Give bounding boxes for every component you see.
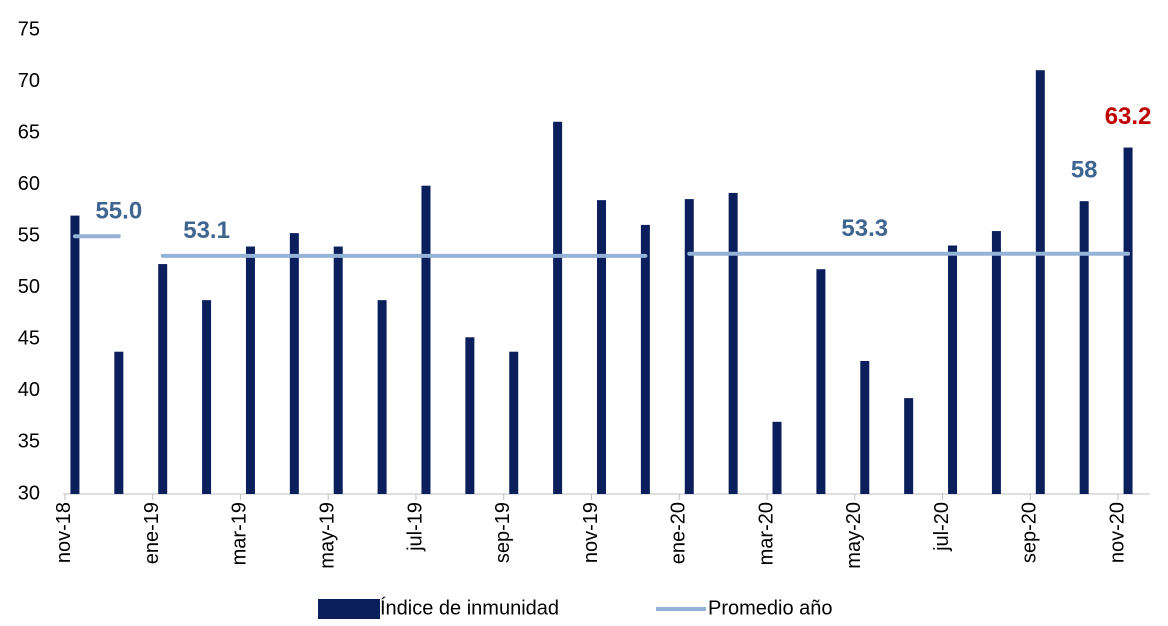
x-tick-label: nov-20 xyxy=(1106,502,1128,563)
y-tick-label: 30 xyxy=(18,482,40,504)
bar xyxy=(904,398,914,494)
x-tick-label: jul-19 xyxy=(404,502,426,552)
bar xyxy=(70,215,80,494)
bar xyxy=(377,300,387,494)
x-tick-label: mar-20 xyxy=(755,502,777,565)
legend-swatch xyxy=(318,599,380,619)
legend-label: Promedio año xyxy=(708,597,833,619)
x-tick-label: sep-19 xyxy=(492,502,514,563)
bar xyxy=(158,264,168,494)
bar xyxy=(553,121,563,494)
data-label: 55.0 xyxy=(95,198,142,225)
x-tick-label: ene-20 xyxy=(668,502,690,564)
bar xyxy=(860,360,870,494)
y-tick-label: 45 xyxy=(18,328,40,350)
legend-label: Índice de inmunidad xyxy=(380,596,559,619)
y-tick-label: 60 xyxy=(18,173,40,195)
data-label: 63.2 xyxy=(1105,103,1152,130)
y-tick-label: 65 xyxy=(18,121,40,143)
bar xyxy=(816,269,826,494)
x-tick-label: may-20 xyxy=(843,502,865,569)
bar xyxy=(114,351,124,494)
data-label: 53.3 xyxy=(841,215,888,242)
x-tick-label: nov-19 xyxy=(580,502,602,563)
y-tick-label: 75 xyxy=(18,18,40,40)
bar xyxy=(640,224,650,494)
x-tick-label: mar-19 xyxy=(229,502,251,565)
bar xyxy=(202,300,212,494)
bar xyxy=(728,192,738,494)
bar xyxy=(772,421,782,494)
bar xyxy=(245,246,255,494)
bar xyxy=(948,245,958,494)
data-label: 58 xyxy=(1071,157,1098,184)
y-tick-label: 40 xyxy=(18,379,40,401)
bar xyxy=(1035,70,1045,495)
y-tick-label: 35 xyxy=(18,431,40,453)
bar xyxy=(597,200,606,494)
x-tick-label: nov-18 xyxy=(53,502,75,563)
y-tick-label: 50 xyxy=(18,276,40,298)
y-tick-label: 55 xyxy=(18,225,40,247)
bar xyxy=(1079,201,1089,495)
bar xyxy=(465,337,475,494)
bar xyxy=(289,233,299,494)
data-label: 53.1 xyxy=(183,217,230,244)
x-tick-label: sep-20 xyxy=(1019,502,1041,563)
bar xyxy=(333,246,343,494)
bar xyxy=(991,231,1001,495)
bar xyxy=(421,185,431,494)
bar xyxy=(684,199,694,494)
x-tick-label: may-19 xyxy=(317,502,339,569)
bar xyxy=(509,351,519,494)
x-tick-label: ene-19 xyxy=(141,502,163,564)
bar xyxy=(1123,147,1133,494)
y-tick-label: 70 xyxy=(18,70,40,92)
x-tick-label: jul-20 xyxy=(931,502,953,552)
